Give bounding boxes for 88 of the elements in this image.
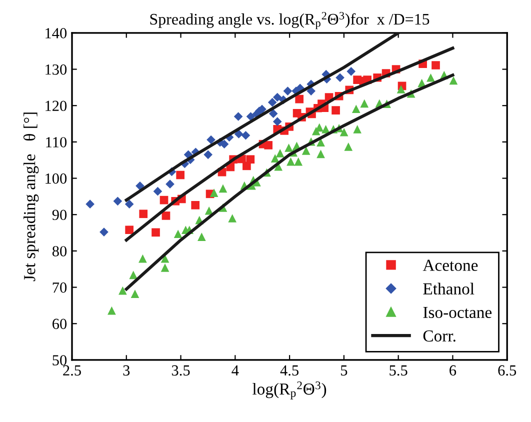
x-tick-label: 6 (450, 365, 456, 376)
point (352, 104, 360, 114)
point (100, 228, 108, 236)
point (270, 154, 280, 162)
point (332, 106, 340, 114)
point (268, 98, 277, 107)
point (152, 228, 160, 237)
point (302, 146, 310, 155)
point (108, 306, 116, 315)
point (197, 232, 206, 241)
legend-label: Ethanol (423, 282, 474, 294)
point (284, 144, 293, 152)
point (344, 142, 353, 151)
point (160, 196, 168, 204)
point (204, 150, 212, 160)
y-tick-label: 100 (46, 173, 67, 184)
point (210, 188, 218, 197)
point (228, 214, 237, 222)
point (306, 86, 316, 96)
chart-title: Spreading angle vs. log(R$_{p}$$^{2}$Θ$^{3}$)for x /D=15 (150, 12, 430, 30)
point (322, 125, 330, 134)
point (264, 141, 273, 150)
y-tick-label: 140 (46, 28, 67, 38)
point (129, 270, 138, 280)
y-tick-label: 120 (46, 100, 67, 112)
point (118, 286, 127, 295)
point (166, 180, 174, 189)
point (336, 73, 344, 82)
y-tick-label: 110 (46, 137, 67, 148)
x-tick-label: 3.5 (172, 365, 190, 376)
y-tick-label: 70 (52, 282, 67, 293)
x-tick-label: 4 (232, 365, 239, 376)
point (294, 157, 303, 166)
point (206, 135, 216, 144)
point (153, 186, 162, 196)
point (162, 212, 170, 220)
legend-label: Corr. (423, 330, 456, 342)
point (176, 170, 185, 180)
y-tick-label: 130 (46, 64, 67, 75)
point (268, 109, 278, 118)
point (286, 157, 295, 166)
point (86, 200, 94, 208)
y-axis-title: Jet spreading angle θ [°] (23, 112, 39, 282)
point (241, 130, 250, 140)
legend-label: Acetone (422, 260, 478, 271)
point (316, 138, 325, 146)
point (138, 254, 147, 263)
point (174, 230, 182, 238)
y-tick-label: 50 (52, 355, 67, 366)
y-tick-label: 90 (52, 210, 67, 220)
point (346, 67, 356, 76)
y-tick-label: 80 (52, 246, 67, 256)
x-tick-label: 3 (123, 365, 130, 376)
point (246, 155, 255, 164)
point (234, 112, 243, 121)
point (360, 99, 369, 108)
point (316, 150, 325, 158)
x-tick-label: 5.5 (390, 365, 408, 376)
point (113, 196, 122, 206)
x-tick-label: 6.5 (498, 365, 516, 376)
point (426, 73, 435, 82)
x-tick-label: 5 (341, 365, 348, 376)
point (136, 181, 144, 190)
point (432, 61, 440, 70)
point (396, 85, 406, 94)
point (276, 149, 284, 158)
point (449, 76, 458, 85)
point (246, 112, 256, 121)
point (125, 226, 134, 234)
point (295, 94, 304, 104)
point (283, 86, 292, 96)
point (234, 130, 244, 138)
x-axis-title: log(R$_{p}$$^{2}$Θ$^{3}$) (252, 381, 326, 400)
point (191, 200, 200, 210)
x-tick-label: 2.5 (63, 365, 81, 376)
x-tick-label: 4.5 (280, 365, 299, 376)
legend-label: Iso-octane (423, 306, 492, 318)
point (124, 200, 134, 208)
line-series (124, 46, 454, 242)
point (272, 117, 282, 126)
point (160, 264, 170, 272)
y-tick-label: 60 (52, 318, 67, 330)
point (218, 184, 228, 193)
point (340, 128, 348, 136)
point (353, 125, 362, 134)
point (272, 92, 282, 102)
point (139, 210, 148, 218)
point (130, 290, 140, 298)
